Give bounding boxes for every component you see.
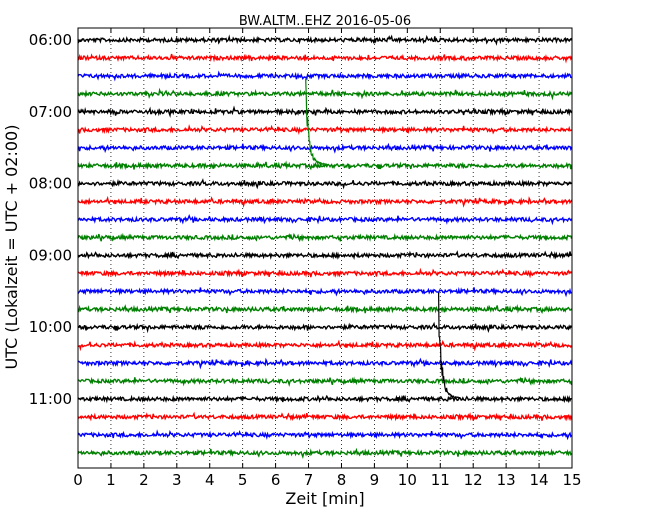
event-burst [305,78,328,166]
trace-row [77,303,573,314]
x-tick-label: 13 [497,471,516,489]
y-tick-label: 10:00 [29,318,72,336]
x-ticks: 0 1 2 3 4 5 6 7 8 9 10 11 12 13 14 15 [73,28,582,489]
x-tick-label: 2 [139,471,149,489]
trace-row [77,70,572,82]
plot-frame [77,27,573,469]
x-tick-label: 3 [172,471,182,489]
x-tick-label: 6 [271,471,281,489]
trace-row [77,214,573,226]
trace-row [77,105,573,118]
trace-row [77,53,573,64]
trace-row [77,34,572,46]
x-tick-label: 0 [73,471,83,489]
y-ticks: 06:00 07:00 08:00 09:00 10:00 11:00 [29,31,572,408]
x-tick-label: 14 [530,471,549,489]
trace-row [77,87,573,101]
trace-row [77,232,573,243]
y-tick-label: 11:00 [29,390,72,408]
y-tick-label: 09:00 [29,246,72,264]
y-tick-label: 08:00 [29,175,72,193]
trace-row [77,376,573,387]
x-tick-label: 5 [238,471,248,489]
trace-row [77,142,573,154]
y-axis-label: UTC (Lokalzeit = UTC + 02:00) [2,125,21,370]
trace-row [77,429,573,441]
x-tick-label: 12 [464,471,483,489]
chart-title: BW.ALTM..EHZ 2016-05-06 [239,14,411,29]
event-burst [438,292,461,399]
y-tick-label: 07:00 [29,103,72,121]
x-gridlines [110,28,540,468]
trace-row [78,123,572,135]
trace-row [77,286,572,298]
x-tick-label: 1 [106,471,116,489]
trace-row [77,394,572,404]
trace-row [77,195,573,208]
x-tick-label: 9 [370,471,380,489]
x-tick-label: 10 [398,471,417,489]
y-tick-label: 06:00 [29,31,72,49]
trace-rows [77,34,573,459]
x-tick-label: 15 [562,471,581,489]
trace-row [77,321,572,334]
x-tick-label: 11 [431,471,450,489]
event-bursts [305,78,461,399]
x-tick-label: 8 [337,471,347,489]
x-tick-label: 4 [205,471,215,489]
trace-row [77,447,573,459]
trace-row [78,267,573,279]
trace-row [77,250,572,261]
trace-row [77,411,573,422]
x-tick-label: 7 [304,471,314,489]
trace-row [77,339,573,352]
trace-row [77,178,572,190]
x-axis-label: Zeit [min] [285,489,364,508]
trace-row [77,160,573,171]
trace-row [77,357,573,370]
